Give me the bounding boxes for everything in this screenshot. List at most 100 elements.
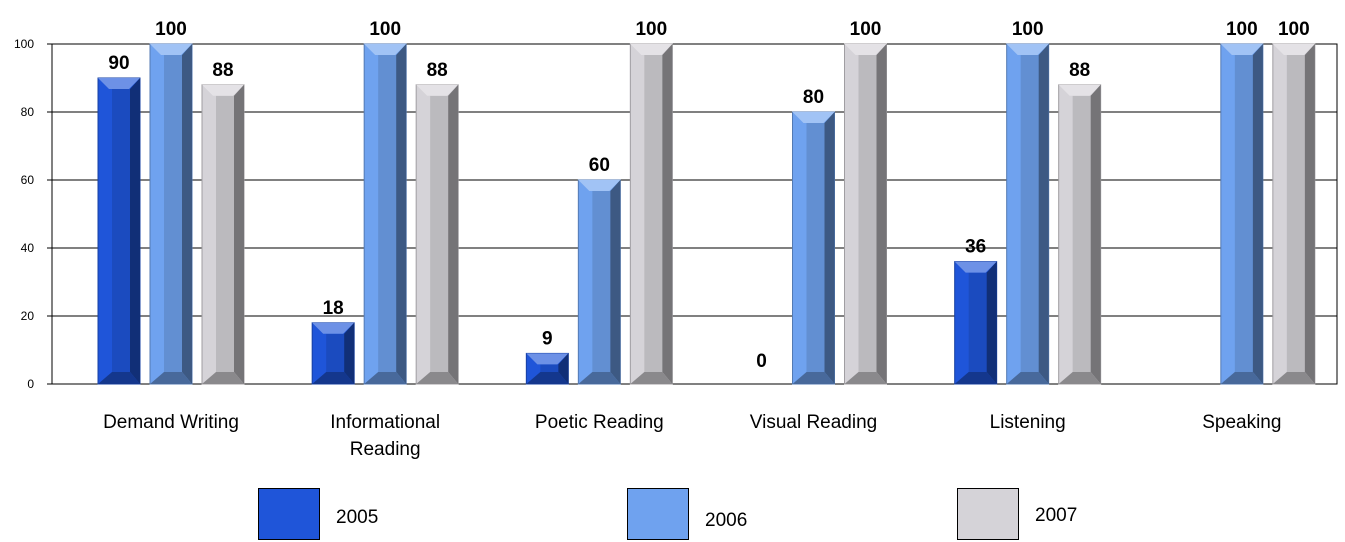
bar-top-bevel — [364, 44, 407, 55]
bar-bottom — [630, 372, 673, 384]
category-label: Informational — [330, 412, 440, 433]
bar-inner-face — [592, 191, 611, 372]
bar-side — [558, 353, 569, 384]
data-label: 100 — [1226, 19, 1258, 40]
bar-side — [824, 112, 835, 384]
bar-top-bevel — [416, 84, 459, 96]
legend-swatch-2007 — [957, 488, 1019, 540]
data-label: 88 — [212, 60, 233, 81]
bar-bottom — [526, 372, 569, 384]
bar-top-bevel — [954, 261, 997, 273]
bar-bottom — [792, 372, 835, 384]
bar-side — [1090, 84, 1101, 385]
bar-top-bevel — [1006, 44, 1049, 55]
data-label: 100 — [1012, 19, 1044, 40]
y-tick-label: 20 — [21, 309, 35, 323]
bar-top-bevel — [202, 84, 244, 96]
data-label: 90 — [108, 53, 129, 74]
bar-top-bevel — [98, 78, 140, 89]
bar-side — [130, 78, 140, 384]
bar-side — [876, 44, 887, 384]
bar-side — [182, 44, 192, 384]
plot-frame — [51, 43, 1338, 385]
category-label: Demand Writing — [103, 412, 239, 433]
data-label: 60 — [589, 155, 610, 176]
bar-top-bevel — [792, 112, 835, 123]
y-tick-label: 60 — [21, 173, 35, 187]
bar-inner-face — [1234, 55, 1253, 372]
bar-inner-face — [644, 55, 663, 372]
bar-bottom — [98, 372, 140, 384]
data-label: 0 — [756, 351, 767, 372]
bar-inner-face — [858, 55, 877, 372]
bar-side — [610, 180, 621, 384]
bar-inner-face — [216, 95, 234, 373]
legend-swatch-2005 — [258, 488, 320, 540]
bar-top-bevel — [526, 353, 569, 365]
bar-top-bevel — [1272, 44, 1315, 55]
bar-bottom — [416, 372, 459, 384]
bar-inner-face — [968, 272, 987, 372]
data-label: 100 — [369, 19, 401, 40]
legend-label-2007: 2007 — [1035, 505, 1078, 526]
bar-bottom — [1006, 372, 1049, 384]
bar-inner-face — [1072, 95, 1091, 373]
data-label: 80 — [803, 87, 824, 108]
data-label: 100 — [850, 19, 882, 40]
bar-side — [344, 322, 355, 384]
data-label: 9 — [542, 328, 553, 349]
category-label: Listening — [990, 412, 1066, 433]
bar-side — [1038, 44, 1049, 384]
bar-side — [662, 44, 673, 384]
bar-bottom — [578, 372, 621, 384]
legend-label-2006: 2006 — [705, 510, 748, 531]
bar-inner-face — [326, 333, 345, 372]
bar-inner-face — [430, 95, 449, 373]
bar-bottom — [1272, 372, 1315, 384]
data-label: 100 — [155, 19, 187, 40]
bar-inner-face — [1020, 55, 1039, 372]
bar-bottom — [1058, 372, 1101, 384]
bar-side — [396, 44, 407, 384]
bar-bottom — [150, 372, 192, 384]
category-label: Reading — [350, 439, 421, 460]
bar-bottom — [202, 372, 244, 384]
data-label: 88 — [427, 60, 448, 81]
bar-inner-face — [378, 55, 397, 372]
data-label: 100 — [635, 19, 667, 40]
bar-side — [1304, 44, 1315, 384]
bar-inner-face — [806, 123, 825, 372]
data-label: 88 — [1069, 60, 1090, 81]
y-tick-label: 0 — [27, 377, 34, 391]
bar-bottom — [954, 372, 997, 384]
bar-side — [1252, 44, 1263, 384]
bar-top-bevel — [1220, 44, 1263, 55]
bar-top-bevel — [630, 44, 673, 55]
bar-inner-face — [540, 364, 559, 372]
bar-side — [234, 84, 244, 385]
bar-bottom — [1220, 372, 1263, 384]
bar-top-bevel — [844, 44, 887, 55]
bar-inner-face — [112, 89, 130, 372]
y-tick-label: 80 — [21, 105, 35, 119]
category-label: Visual Reading — [750, 412, 877, 433]
bar-top-bevel — [150, 44, 192, 55]
data-label: 18 — [323, 298, 344, 319]
bar-top-bevel — [1058, 84, 1101, 96]
category-label: Poetic Reading — [535, 412, 664, 433]
bar-side — [448, 84, 459, 385]
bar-inner-face — [1286, 55, 1305, 372]
bar-bottom — [844, 372, 887, 384]
bar-top-bevel — [312, 322, 355, 334]
data-label: 100 — [1278, 19, 1310, 40]
category-label: Speaking — [1202, 412, 1281, 433]
legend-swatch-2006 — [627, 488, 689, 540]
bar-side — [986, 261, 997, 384]
legend-label-2005: 2005 — [336, 507, 379, 528]
data-label: 36 — [965, 237, 986, 258]
bar-inner-face — [164, 55, 182, 372]
y-tick-label: 100 — [14, 37, 34, 51]
bar-bottom — [312, 372, 355, 384]
bar-bottom — [364, 372, 407, 384]
